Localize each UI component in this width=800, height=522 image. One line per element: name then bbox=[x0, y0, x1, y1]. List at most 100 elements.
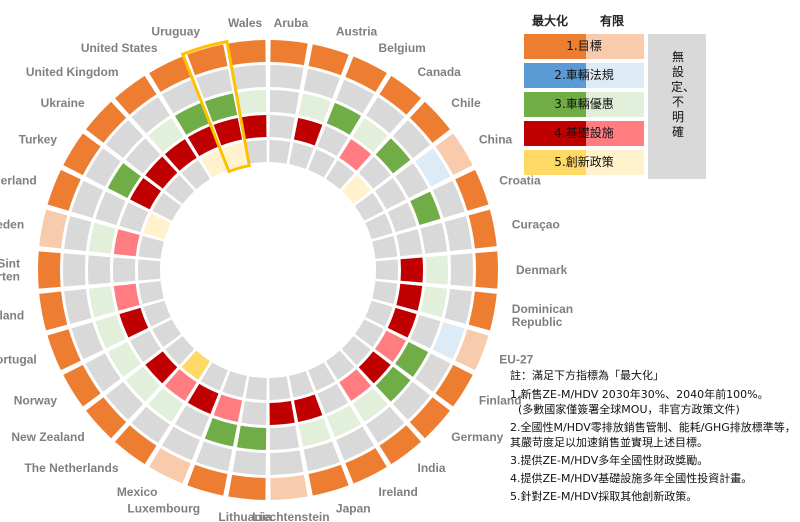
legend-swatch-max-4 bbox=[524, 121, 586, 146]
segment-the-netherlands-ring-4 bbox=[164, 369, 197, 401]
segment-lithuania-ring-5 bbox=[245, 376, 267, 400]
segment-china-ring-5 bbox=[354, 192, 384, 221]
segment-eu-27-ring-5 bbox=[365, 300, 393, 327]
segment-portugal-ring-4 bbox=[119, 307, 149, 338]
segment-uruguay-ring-3 bbox=[204, 93, 238, 123]
segment-croatia-ring-2 bbox=[432, 180, 465, 218]
segment-aruba-ring-1 bbox=[270, 40, 308, 66]
country-label: Dominican Republic bbox=[512, 302, 573, 329]
segment-switzerland-ring-3 bbox=[95, 191, 126, 226]
country-label: Belgium bbox=[379, 41, 426, 55]
country-label: Curaçao bbox=[512, 217, 560, 231]
segment-scotland-ring-3 bbox=[88, 286, 116, 318]
segment-india-ring-3 bbox=[352, 387, 388, 422]
legend-item-label: 1.目標 bbox=[566, 39, 602, 53]
segment-china-ring-4 bbox=[375, 178, 406, 210]
segment-chile-ring-4 bbox=[358, 156, 391, 189]
segment-norway-ring-2 bbox=[85, 353, 121, 392]
segment-dominican-republic-ring-2 bbox=[444, 288, 472, 324]
segment-eu-27-ring-1 bbox=[455, 329, 489, 371]
segment-scotland-ring-2 bbox=[64, 288, 92, 324]
segment-ukraine-ring-2 bbox=[105, 120, 144, 159]
segment-norway-ring-4 bbox=[130, 330, 161, 362]
legend-undefined-swatch bbox=[648, 34, 706, 179]
segment-canada-ring-3 bbox=[352, 118, 388, 153]
segment-sweden-ring-5 bbox=[138, 235, 164, 259]
legend-item-label: 2.車輛法規 bbox=[554, 68, 614, 82]
segment-austria-ring-4 bbox=[293, 117, 323, 146]
country-label: Uruguay bbox=[151, 25, 200, 39]
segment-india-ring-2 bbox=[366, 406, 405, 444]
legend-swatch-limited-5 bbox=[586, 150, 644, 175]
segment-cura-ao-ring-3 bbox=[420, 222, 448, 254]
segment-united-kingdom-ring-4 bbox=[164, 139, 197, 171]
segment-cura-ao-ring-4 bbox=[396, 229, 423, 257]
segment-liechtenstein-ring-3 bbox=[269, 425, 300, 450]
segment-sint-maarten-ring-3 bbox=[87, 255, 111, 285]
country-label: Ireland bbox=[379, 485, 418, 499]
segment-the-netherlands-ring-3 bbox=[148, 387, 184, 422]
segment-japan-ring-2 bbox=[303, 441, 340, 472]
segment-germany-ring-2 bbox=[392, 381, 431, 420]
segment-denmark-ring-1 bbox=[475, 251, 498, 289]
segment-ireland-ring-3 bbox=[326, 405, 362, 438]
segment-croatia-ring-3 bbox=[410, 191, 441, 226]
segment-wales-ring-3 bbox=[236, 90, 267, 115]
segment-canada-ring-1 bbox=[379, 75, 422, 115]
legend-swatch-max-2 bbox=[524, 63, 586, 88]
country-label: China bbox=[479, 132, 513, 146]
legend-swatch-max-1 bbox=[524, 34, 586, 59]
segment-austria-ring-5 bbox=[289, 142, 314, 169]
segment-austria-ring-1 bbox=[308, 44, 349, 76]
country-label: New Zealand bbox=[11, 430, 84, 444]
segment-portugal-ring-3 bbox=[95, 314, 126, 349]
segment-wales-ring-2 bbox=[232, 65, 266, 90]
segment-aruba-ring-3 bbox=[269, 90, 300, 115]
country-label: Austria bbox=[336, 25, 378, 39]
segment-ireland-ring-5 bbox=[308, 362, 336, 391]
segment-chile-ring-5 bbox=[341, 174, 371, 204]
legend-swatch-limited-4 bbox=[586, 121, 644, 146]
segment-norway-ring-5 bbox=[152, 319, 182, 348]
segment-mexico-ring-2 bbox=[162, 426, 200, 461]
segment-uruguay-ring-5 bbox=[222, 142, 247, 169]
segment-uruguay-ring-4 bbox=[213, 117, 243, 146]
segment-denmark-ring-2 bbox=[450, 253, 474, 287]
segment-uruguay-ring-1 bbox=[187, 44, 228, 76]
segment-austria-ring-2 bbox=[303, 68, 340, 99]
segment-aruba-ring-4 bbox=[269, 115, 295, 139]
segment-new-zealand-ring-1 bbox=[86, 397, 127, 439]
segment-scotland-ring-5 bbox=[138, 281, 164, 305]
segment-united-states-ring-4 bbox=[187, 126, 219, 157]
note-item: 1.新售ZE-M/HDV 2030年30%、2040年前100%。 bbox=[510, 388, 769, 401]
segment-united-states-ring-3 bbox=[174, 102, 210, 135]
segment-canada-ring-2 bbox=[366, 96, 405, 134]
segment-norway-ring-1 bbox=[63, 364, 101, 407]
note-item: 4.提供ZE-M/HDV基礎設施多年全國性投資計畫。 bbox=[510, 472, 753, 485]
country-label: The Netherlands bbox=[24, 461, 118, 475]
segment-lithuania-ring-3 bbox=[236, 425, 267, 450]
segment-luxembourg-ring-1 bbox=[187, 464, 228, 496]
country-label: EU-27 bbox=[499, 353, 533, 367]
country-label: Portugal bbox=[0, 353, 37, 367]
segment-belgium-ring-2 bbox=[336, 79, 374, 114]
legend-item-label: 5.創新政策 bbox=[554, 155, 614, 169]
segment-belgium-ring-3 bbox=[326, 102, 362, 135]
segment-denmark-ring-3 bbox=[425, 255, 449, 285]
segment-scotland-ring-4 bbox=[113, 283, 140, 311]
country-label: Turkey bbox=[19, 132, 58, 146]
segment-turkey-ring-4 bbox=[130, 178, 161, 210]
country-label: Lithuania bbox=[218, 510, 272, 522]
segment-canada-ring-4 bbox=[339, 139, 372, 171]
note-item: 5.針對ZE-M/HDV採取其他創新政策。 bbox=[510, 490, 698, 503]
segment-turkey-ring-1 bbox=[63, 133, 101, 176]
segment-cura-ao-ring-1 bbox=[468, 209, 497, 249]
segment-dominican-republic-ring-5 bbox=[372, 281, 398, 305]
segment-new-zealand-ring-5 bbox=[165, 336, 195, 366]
segment-switzerland-ring-2 bbox=[71, 180, 104, 218]
country-label: Wales bbox=[228, 16, 263, 30]
segment-canada-ring-5 bbox=[325, 160, 355, 190]
segment-sweden-ring-4 bbox=[113, 229, 140, 257]
segment-new-zealand-ring-3 bbox=[125, 366, 161, 402]
